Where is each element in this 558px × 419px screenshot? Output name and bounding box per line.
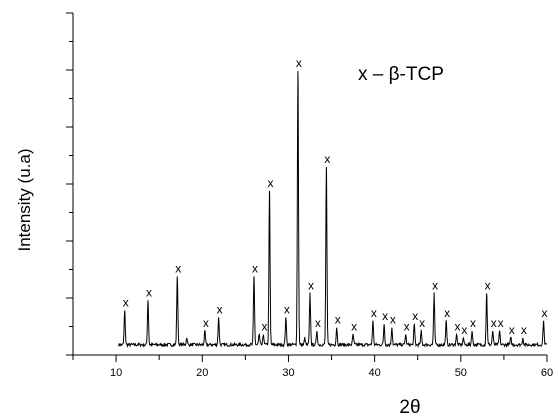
peak-marker: x	[390, 313, 396, 327]
xrd-pattern-line	[118, 71, 548, 349]
peak-marker: x	[308, 278, 314, 292]
peak-marker: x	[444, 306, 450, 320]
peak-marker: x	[252, 261, 258, 275]
peak-marker: x	[498, 316, 504, 330]
x-tick-label: 10	[110, 367, 122, 379]
x-tick-label: 60	[541, 367, 553, 379]
peak-marker: x	[491, 316, 497, 330]
peak-marker: x	[412, 309, 418, 323]
peak-marker: x	[284, 302, 290, 316]
x-axis-ticks: 10 20 30 40 50 60	[72, 355, 553, 379]
y-axis-ticks	[66, 12, 73, 356]
peak-marker: x	[203, 316, 209, 330]
peak-marker: x	[382, 309, 388, 323]
peak-marker: x	[261, 319, 267, 333]
peak-marker: x	[217, 302, 223, 316]
peak-marker: x	[324, 152, 330, 166]
peak-marker: x	[521, 323, 527, 337]
legend-text: x – β-TCP	[358, 64, 444, 85]
peak-marker: x	[542, 306, 548, 320]
peak-marker: x	[146, 285, 152, 299]
x-tick-label: 20	[196, 367, 208, 379]
peak-marker: x	[315, 316, 321, 330]
y-axis-label: Intensity (u.a)	[15, 149, 34, 252]
peak-marker: x	[404, 319, 410, 333]
peak-marker: x	[419, 316, 425, 330]
x-axis-label: 2θ	[399, 397, 420, 418]
x-tick-label: 50	[455, 367, 467, 379]
peak-marker: x	[175, 261, 181, 275]
x-tick-label: 30	[282, 367, 294, 379]
peak-marker: x	[509, 323, 515, 337]
peak-marker: x	[267, 176, 273, 190]
peak-marker: x	[351, 319, 357, 333]
x-tick-label: 40	[369, 367, 381, 379]
peak-marker: x	[461, 323, 467, 337]
peak-marker: x	[296, 56, 302, 70]
peak-marker: x	[432, 278, 438, 292]
peak-marker: x	[485, 278, 491, 292]
peak-marker: x	[455, 319, 461, 333]
peak-marker: x	[335, 313, 341, 327]
peak-marker: x	[123, 296, 129, 310]
peak-marker: x	[470, 316, 476, 330]
peak-marker: x	[371, 306, 377, 320]
